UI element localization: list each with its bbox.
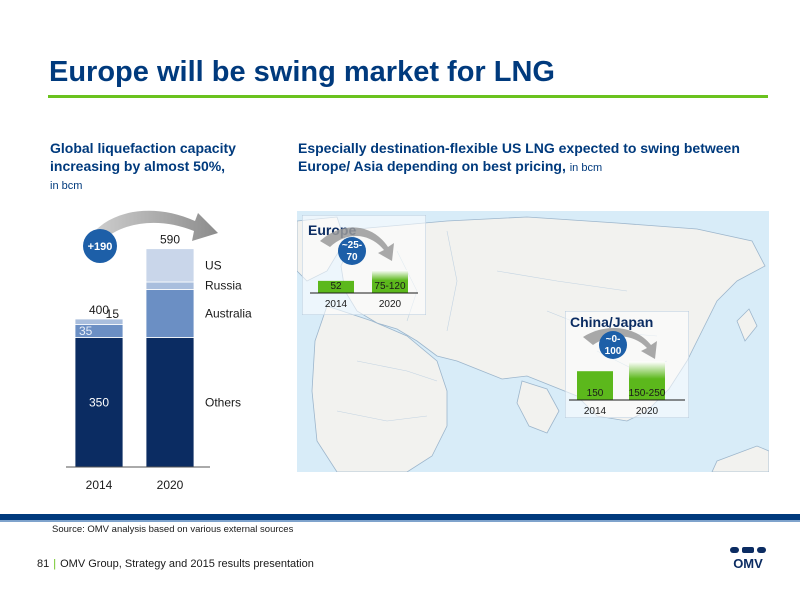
footer-separator: | xyxy=(53,558,57,570)
bar-russia-2014 xyxy=(74,318,124,325)
bar-russia-2020 xyxy=(145,281,195,290)
right-unit: in bcm xyxy=(569,162,603,174)
data-label-others-2014: 350 xyxy=(89,395,109,409)
europe-inset: Europe ~25- 70 52 2014 75-120 2020 xyxy=(301,214,427,316)
bar-us-2020 xyxy=(145,248,195,283)
europe-swing-badge xyxy=(338,237,366,265)
china-japan-tick-2020: 2020 xyxy=(636,406,659,417)
growth-badge xyxy=(83,229,117,263)
japan-landmass xyxy=(736,308,758,342)
africa-landmass xyxy=(311,305,448,472)
left-panel-heading: Global liquefaction capacity increasing … xyxy=(50,139,280,195)
legend-russia: Russia xyxy=(205,279,242,293)
china-japan-swing-annotation-line2: 100 xyxy=(605,346,622,357)
europe-bar-2020 xyxy=(372,270,408,293)
title-divider xyxy=(48,95,768,98)
footer-bar xyxy=(0,514,800,520)
growth-annotation: +190 xyxy=(88,241,113,253)
x-tick-2020: 2020 xyxy=(157,478,184,492)
left-heading-text: Global liquefaction capacity increasing … xyxy=(50,140,236,174)
data-label-russia-2014: 15 xyxy=(106,307,120,321)
page-number: 81 xyxy=(37,558,50,570)
left-unit: in bcm xyxy=(50,180,83,192)
china-japan-swing-arrow xyxy=(583,327,657,359)
europe-tick-2020: 2020 xyxy=(379,299,402,310)
china-japan-inset: China/Japan ~0- 100 150 2014 150-250 2020 xyxy=(564,310,690,419)
china-japan-inset-chart: China/Japan ~0- 100 150 2014 150-250 2020 xyxy=(564,310,690,419)
x-tick-2014: 2014 xyxy=(86,478,113,492)
china-japan-swing-badge xyxy=(599,331,627,359)
total-label-2020: 590 xyxy=(160,233,180,247)
europe-tick-2014: 2014 xyxy=(325,299,348,310)
legend-australia: Australia xyxy=(205,306,252,320)
europe-value-2014: 52 xyxy=(330,281,342,292)
bar-others-2014 xyxy=(74,337,124,468)
growth-arrow xyxy=(90,210,218,243)
europe-swing-annotation-line2: 70 xyxy=(346,252,358,263)
footer-bar-accent xyxy=(0,520,800,522)
footer-text: OMV Group, Strategy and 2015 results pre… xyxy=(60,558,314,570)
australia-landmass xyxy=(711,445,769,472)
data-label-australia-2014: 35 xyxy=(79,324,93,338)
india-landmass xyxy=(516,380,560,434)
europe-swing-annotation-line1: ~25- xyxy=(342,240,362,251)
total-label-2014: 400 xyxy=(89,303,109,317)
legend-us: US xyxy=(205,258,222,272)
china-japan-tick-2014: 2014 xyxy=(584,406,607,417)
footer: 81 | OMV Group, Strategy and 2015 results … xyxy=(37,558,314,570)
bars-layer xyxy=(74,248,195,468)
china-japan-swing-annotation-line1: ~0- xyxy=(606,334,621,345)
bar-australia-2020 xyxy=(145,289,195,338)
bar-others-2020 xyxy=(145,337,195,468)
right-panel-heading: Especially destination-flexible US LNG e… xyxy=(298,139,768,177)
source-note: Source: OMV analysis based on various ex… xyxy=(52,524,294,535)
china-japan-labels: 150 2014 150-250 2020 xyxy=(584,388,666,417)
omv-logo: OMV xyxy=(730,547,766,571)
europe-labels: 52 2014 75-120 2020 xyxy=(325,281,406,310)
china-japan-title: China/Japan xyxy=(570,314,653,330)
china-japan-value-2020: 150-250 xyxy=(629,388,666,399)
china-japan-value-2014: 150 xyxy=(587,388,604,399)
europe-bars xyxy=(318,270,408,293)
china-japan-bar-2014 xyxy=(577,371,613,400)
legend-others: Others xyxy=(205,395,241,409)
europe-bar-2014 xyxy=(318,280,354,293)
page-title: Europe will be swing market for LNG xyxy=(49,56,555,88)
europe-swing-arrow xyxy=(320,227,394,261)
logo-wordmark: OMV xyxy=(733,556,763,571)
china-japan-bar-2020 xyxy=(629,361,665,400)
right-heading-text: Especially destination-flexible US LNG e… xyxy=(298,140,740,174)
europe-value-2020: 75-120 xyxy=(374,281,406,292)
china-japan-bars xyxy=(577,361,665,400)
